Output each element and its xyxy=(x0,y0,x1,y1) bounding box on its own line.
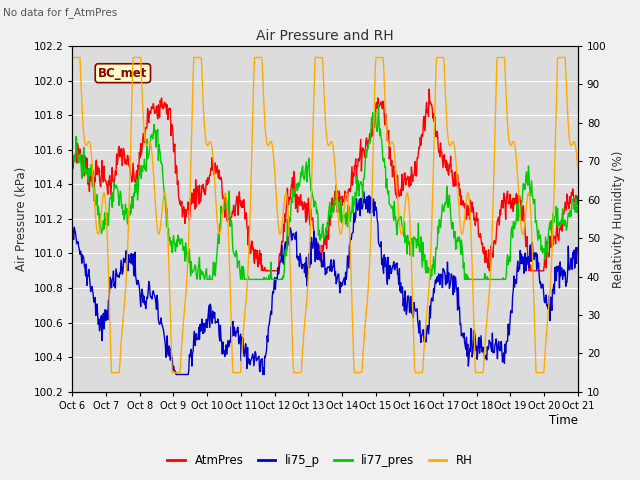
AtmPres xyxy=(376,103,383,108)
RH xyxy=(376,55,384,60)
Y-axis label: Relativity Humidity (%): Relativity Humidity (%) xyxy=(612,150,625,288)
li77_pres xyxy=(505,255,513,261)
Line: RH: RH xyxy=(72,58,578,372)
Line: li77_pres: li77_pres xyxy=(72,105,578,279)
AtmPres xyxy=(574,194,582,200)
AtmPres xyxy=(68,155,76,160)
Text: No data for f_AtmPres: No data for f_AtmPres xyxy=(3,7,118,18)
li77_pres xyxy=(574,204,582,209)
li75_p xyxy=(360,189,368,195)
Text: BC_met: BC_met xyxy=(98,67,148,80)
li77_pres xyxy=(201,276,209,282)
li75_p xyxy=(574,245,582,251)
RH xyxy=(574,166,582,172)
RH xyxy=(68,55,76,61)
AtmPres xyxy=(426,86,433,92)
li77_pres xyxy=(363,155,371,160)
Legend: AtmPres, li75_p, li77_pres, RH: AtmPres, li75_p, li77_pres, RH xyxy=(163,449,477,472)
RH xyxy=(505,136,513,142)
li77_pres xyxy=(453,237,461,242)
RH xyxy=(100,190,108,196)
AtmPres xyxy=(99,179,107,185)
li77_pres xyxy=(392,214,399,219)
Line: li75_p: li75_p xyxy=(72,192,578,374)
AtmPres xyxy=(391,183,399,189)
RH xyxy=(108,370,115,375)
li75_p xyxy=(453,288,461,294)
li77_pres xyxy=(376,126,384,132)
Line: AtmPres: AtmPres xyxy=(72,89,578,271)
AtmPres xyxy=(505,201,513,207)
RH xyxy=(392,163,399,168)
RH xyxy=(453,173,461,179)
li75_p xyxy=(364,194,371,200)
Y-axis label: Air Pressure (kPa): Air Pressure (kPa) xyxy=(15,167,28,271)
li77_pres xyxy=(99,218,107,224)
li75_p xyxy=(172,372,180,377)
li75_p xyxy=(68,225,76,230)
AtmPres xyxy=(453,183,461,189)
li75_p xyxy=(392,261,399,267)
X-axis label: Time: Time xyxy=(548,414,578,427)
li75_p xyxy=(505,332,513,338)
li75_p xyxy=(376,243,384,249)
Title: Air Pressure and RH: Air Pressure and RH xyxy=(256,29,394,43)
RH xyxy=(69,55,77,60)
li75_p xyxy=(99,311,107,316)
li77_pres xyxy=(68,163,76,168)
AtmPres xyxy=(363,135,371,141)
RH xyxy=(364,300,371,306)
li77_pres xyxy=(374,102,382,108)
AtmPres xyxy=(260,268,268,274)
